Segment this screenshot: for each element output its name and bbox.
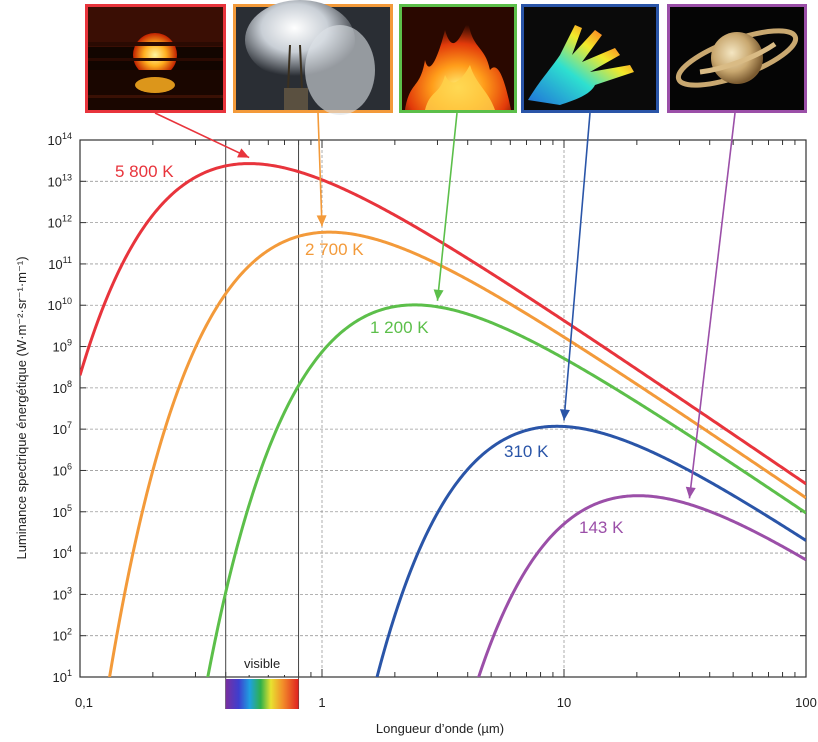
y-tick-base: 10 — [48, 216, 62, 231]
y-tick-label: 103 — [53, 585, 72, 602]
x-tick-labels: 0,1 1 10 100 — [75, 695, 817, 710]
photo-fire — [399, 4, 517, 113]
y-tick-exponent: 10 — [62, 296, 72, 306]
y-tick-exponent: 9 — [67, 338, 72, 348]
y-tick-base: 10 — [53, 546, 67, 561]
y-tick-label: 102 — [53, 627, 72, 644]
y-tick-base: 10 — [53, 381, 67, 396]
arrows — [154, 112, 736, 499]
y-tick-label: 107 — [53, 420, 72, 437]
arrowhead-143k — [685, 486, 696, 499]
series-label-2700k: 2 700 K — [305, 240, 364, 259]
y-tick-label: 1012 — [48, 214, 72, 231]
arrow-2700k — [317, 112, 323, 227]
y-tick-exponent: 6 — [67, 461, 72, 471]
y-tick-base: 10 — [53, 463, 67, 478]
y-tick-base: 10 — [53, 505, 67, 520]
y-axis-title: Luminance spectrique énergétique (W·m⁻²·… — [14, 256, 29, 559]
photo-light-bulb — [233, 0, 393, 115]
series-curve-310k — [375, 424, 806, 677]
y-tick-base: 10 — [53, 587, 67, 602]
series-curve-143k — [477, 494, 806, 677]
y-tick-exponent: 13 — [62, 172, 72, 182]
y-tick-exponent: 3 — [67, 585, 72, 595]
y-tick-base: 10 — [53, 670, 67, 685]
y-tick-exponent: 8 — [67, 379, 72, 389]
arrowhead-5800k — [237, 148, 250, 158]
y-tick-labels: 1011021031041051061071081091010101110121… — [48, 131, 72, 685]
y-tick-label: 109 — [53, 338, 72, 355]
photo-saturn — [667, 4, 807, 113]
y-tick-exponent: 5 — [67, 503, 72, 513]
photo-sunset — [85, 4, 226, 113]
y-tick-base: 10 — [53, 340, 67, 355]
y-tick-label: 1014 — [48, 131, 72, 148]
y-tick-label: 106 — [53, 461, 72, 478]
y-tick-base: 10 — [53, 422, 67, 437]
arrowhead-2700k — [316, 215, 327, 227]
series-label-310k: 310 K — [504, 442, 549, 461]
y-tick-label: 108 — [53, 379, 72, 396]
y-tick-exponent: 12 — [62, 214, 72, 224]
series-label-5800k: 5 800 K — [115, 162, 174, 181]
series-label-1200k: 1 200 K — [370, 318, 429, 337]
y-tick-label: 105 — [53, 503, 72, 520]
y-tick-label: 104 — [53, 544, 72, 561]
y-tick-label: 1011 — [48, 255, 72, 272]
axis-ticks — [79, 139, 806, 678]
y-tick-exponent: 2 — [67, 627, 72, 637]
y-tick-label: 1013 — [48, 172, 72, 189]
y-tick-base: 10 — [48, 133, 62, 148]
x-axis-title: Longueur d’onde (µm) — [376, 721, 504, 736]
photo-thermal-hand — [521, 4, 659, 113]
y-tick-exponent: 11 — [63, 255, 72, 265]
arrow-1200k — [436, 112, 458, 301]
plot-frame — [79, 139, 807, 678]
arrow-5800k — [154, 112, 250, 159]
temperature-labels: 5 800 K 2 700 K 1 200 K 310 K 143 K — [115, 162, 624, 537]
y-tick-base: 10 — [48, 298, 62, 313]
y-tick-label: 1010 — [48, 296, 72, 313]
arrow-143k — [688, 112, 736, 499]
y-tick-exponent: 14 — [62, 131, 72, 141]
visible-label-background — [226, 653, 298, 675]
y-tick-exponent: 7 — [67, 420, 72, 430]
y-tick-base: 10 — [48, 174, 62, 189]
arrow-310k — [563, 112, 591, 421]
visible-band: visible — [225, 140, 300, 709]
visible-spectrum-bar — [225, 679, 299, 709]
series-curve-1200k — [206, 303, 806, 677]
x-tick-label-0-1: 0,1 — [75, 695, 93, 710]
y-tick-base: 10 — [53, 629, 67, 644]
x-tick-label-10: 10 — [557, 695, 571, 710]
arrowhead-310k — [559, 409, 570, 421]
y-tick-label: 101 — [53, 668, 72, 685]
arrowhead-1200k — [433, 289, 444, 301]
y-tick-exponent: 1 — [67, 668, 72, 678]
visible-label: visible — [244, 656, 280, 671]
x-tick-label-100: 100 — [795, 695, 817, 710]
y-tick-base: 10 — [48, 257, 62, 272]
series-label-143k: 143 K — [579, 518, 624, 537]
series-curve-2700k — [108, 230, 806, 677]
y-tick-exponent: 4 — [67, 544, 72, 554]
x-tick-label-1: 1 — [318, 695, 325, 710]
